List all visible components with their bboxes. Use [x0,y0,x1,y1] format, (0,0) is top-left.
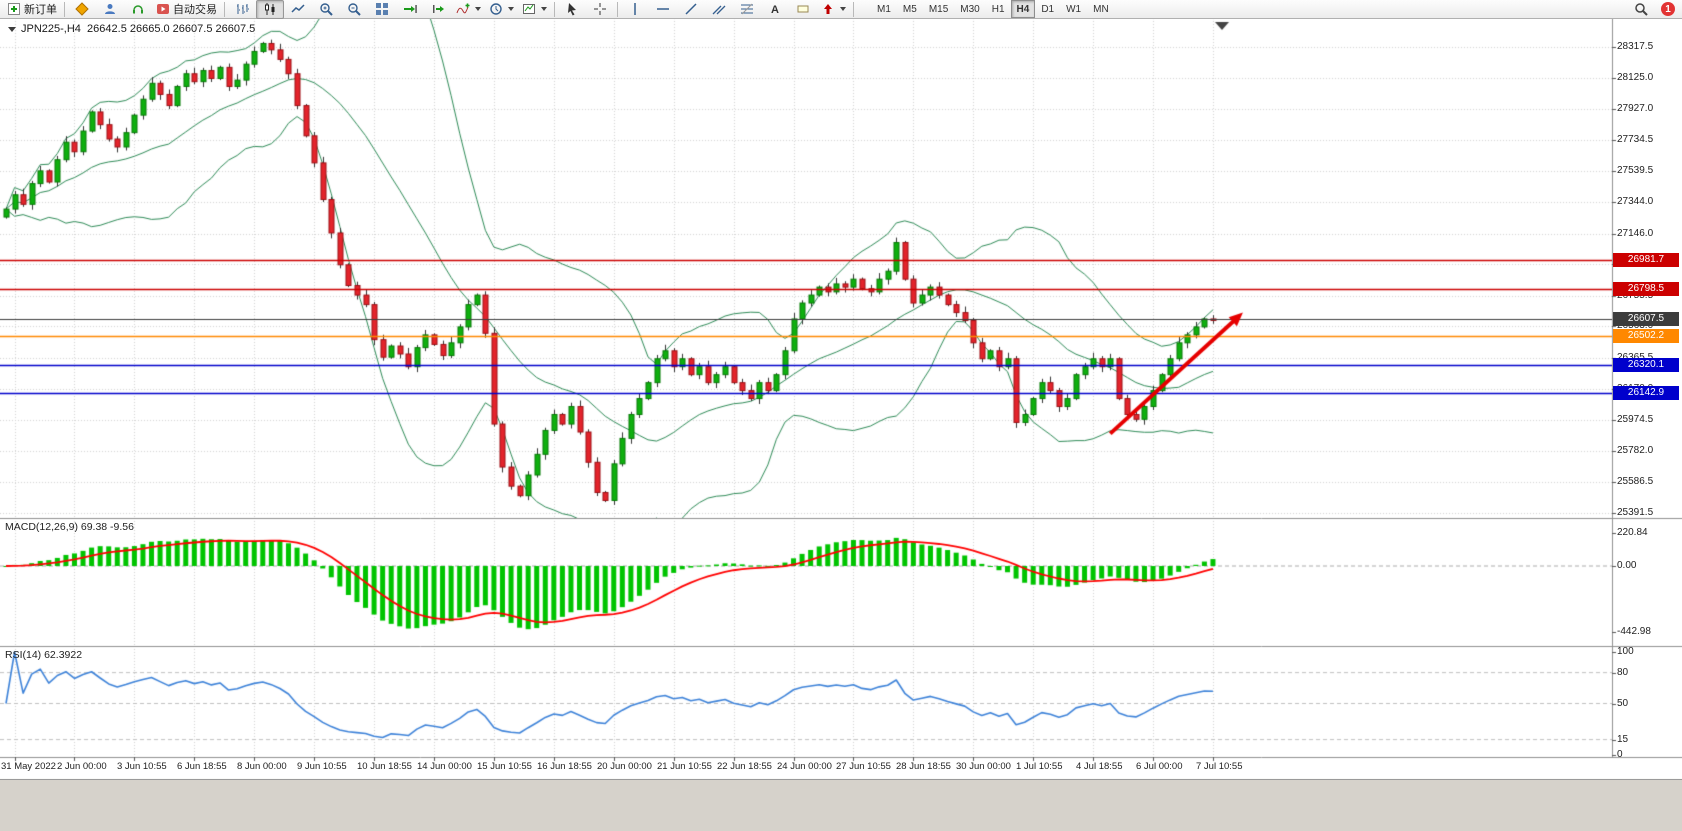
periods-button[interactable] [485,0,518,19]
add-indicator-button[interactable] [452,0,485,19]
timeframe-h4[interactable]: H4 [1010,0,1036,18]
zoom-in-button[interactable] [312,0,340,19]
support-button[interactable] [124,0,152,19]
fibonacci-icon [740,2,754,16]
chart-shift-icon [431,2,445,16]
zoom-in-icon [319,2,333,16]
timeframe-toolbar: M1 M5 M15 M30 H1 H4 D1 W1 MN [871,0,1115,18]
timeframe-h1[interactable]: H1 [991,3,1005,15]
separator [853,1,854,17]
search-button[interactable] [1627,0,1655,19]
horizontal-line-icon [656,2,670,16]
metaquotes-icon [75,2,89,16]
separator [64,1,65,17]
templates-button[interactable] [518,0,551,19]
chevron-down-icon [508,7,514,11]
timeframe-m1[interactable]: M1 [877,3,891,15]
candlestick-chart-icon [263,2,277,16]
chevron-down-icon [840,7,846,11]
autotrading-label: 自动交易 [173,4,217,16]
text-label-icon [796,2,810,16]
crosshair-button[interactable] [586,0,614,19]
auto-scroll-button[interactable] [396,0,424,19]
add-indicator-icon [456,2,470,16]
tile-windows-button[interactable] [368,0,396,19]
main-toolbar: 新订单 自动交易 [0,0,1682,19]
search-icon [1634,2,1648,16]
timeframe-m5[interactable]: M5 [902,3,917,15]
timeframe-m15[interactable]: M15 [928,3,949,15]
horizontal-line-button[interactable] [649,0,677,19]
new-order-button[interactable]: 新订单 [3,0,61,19]
autotrading-button[interactable]: 自动交易 [152,0,221,19]
text-label-button[interactable] [789,0,817,19]
svg-text:A: A [771,4,779,16]
profile-button[interactable] [96,0,124,19]
fibonacci-button[interactable] [733,0,761,19]
periods-clock-icon [489,2,503,16]
separator [617,1,618,17]
timeframe-mn[interactable]: MN [1093,3,1109,15]
text-button[interactable]: A [761,0,789,19]
profile-icon [103,2,117,16]
new-order-icon [7,2,21,16]
arrow-objects-button[interactable] [817,0,850,19]
zoom-out-button[interactable] [340,0,368,19]
tile-windows-icon [375,2,389,16]
vertical-line-icon [628,2,642,16]
chart-shift-button[interactable] [424,0,452,19]
metaquotes-button[interactable] [68,0,96,19]
crosshair-icon [593,2,607,16]
trendline-button[interactable] [677,0,705,19]
separator [224,1,225,17]
zoom-out-icon [347,2,361,16]
equidistant-channel-icon [712,2,726,16]
templates-icon [522,2,536,16]
cursor-button[interactable] [558,0,586,19]
cursor-icon [565,2,579,16]
trendline-icon [684,2,698,16]
status-strip [0,779,1682,831]
line-chart-icon [291,2,305,16]
notification-badge[interactable]: 1 [1661,2,1675,16]
chevron-down-icon [475,7,481,11]
new-order-label: 新订单 [24,4,57,16]
chevron-down-icon [541,7,547,11]
equidistant-channel-button[interactable] [705,0,733,19]
vertical-line-button[interactable] [621,0,649,19]
timeframe-d1[interactable]: D1 [1041,3,1055,15]
separator [554,1,555,17]
auto-scroll-icon [403,2,417,16]
line-chart-button[interactable] [284,0,312,19]
timeframe-w1[interactable]: W1 [1066,3,1082,15]
timeframe-m30[interactable]: M30 [960,3,980,15]
headset-icon [131,2,145,16]
bar-chart-icon [235,2,249,16]
candlestick-chart-button[interactable] [256,0,284,19]
bar-chart-button[interactable] [228,0,256,19]
autotrading-icon [156,2,170,16]
arrow-object-icon [821,2,835,16]
toolbar-right: 1 [1627,0,1679,19]
text-icon: A [768,2,782,16]
